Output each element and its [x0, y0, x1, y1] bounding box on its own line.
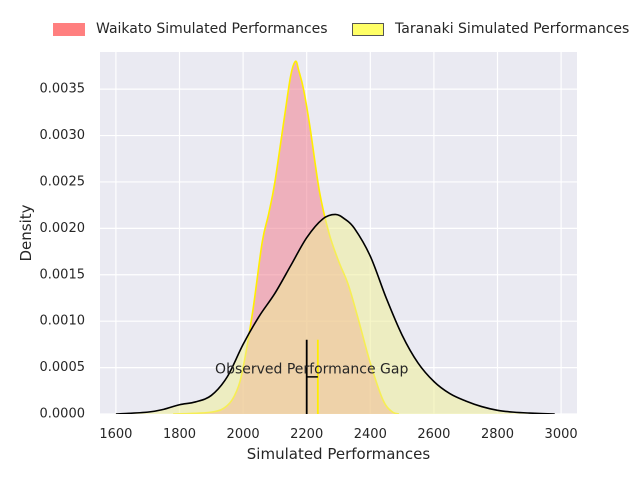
- x-axis-label: Simulated Performances: [247, 445, 431, 463]
- x-tick-label-1: 1800: [163, 427, 196, 442]
- legend-swatch-waikato: [53, 22, 85, 36]
- y-axis-label: Density: [17, 204, 35, 261]
- legend-item-taranaki: Taranaki Simulated Performances: [352, 21, 629, 37]
- x-tick-label-2: 2000: [227, 427, 260, 442]
- y-tick-label-6: 0.0030: [40, 128, 86, 143]
- x-tick-label-0: 1600: [99, 427, 132, 442]
- series-area-1: [115, 214, 555, 414]
- legend-label-waikato: Waikato Simulated Performances: [96, 21, 328, 37]
- annotation-label: Observed Performance Gap: [215, 361, 408, 377]
- legend-swatch-taranaki: [352, 22, 384, 36]
- y-tick-label-5: 0.0025: [40, 174, 86, 189]
- legend: Waikato Simulated Performances Taranaki …: [0, 19, 640, 43]
- y-tick-label-1: 0.0005: [40, 360, 86, 375]
- x-tick-label-5: 2600: [417, 427, 450, 442]
- y-tick-label-2: 0.0010: [40, 314, 86, 329]
- series-line-1: [115, 213, 555, 414]
- y-tick-label-3: 0.0015: [40, 267, 86, 282]
- x-tick-label-7: 3000: [545, 427, 578, 442]
- x-tick-label-3: 2200: [290, 427, 323, 442]
- x-tick-label-4: 2400: [354, 427, 387, 442]
- legend-item-waikato: Waikato Simulated Performances: [53, 21, 328, 37]
- series-layer: [115, 60, 555, 414]
- x-tick-label-6: 2800: [481, 427, 514, 442]
- y-tick-label-4: 0.0020: [40, 221, 86, 236]
- legend-label-taranaki: Taranaki Simulated Performances: [395, 21, 630, 37]
- y-tick-label-0: 0.0000: [40, 407, 86, 422]
- y-tick-label-7: 0.0035: [40, 82, 86, 97]
